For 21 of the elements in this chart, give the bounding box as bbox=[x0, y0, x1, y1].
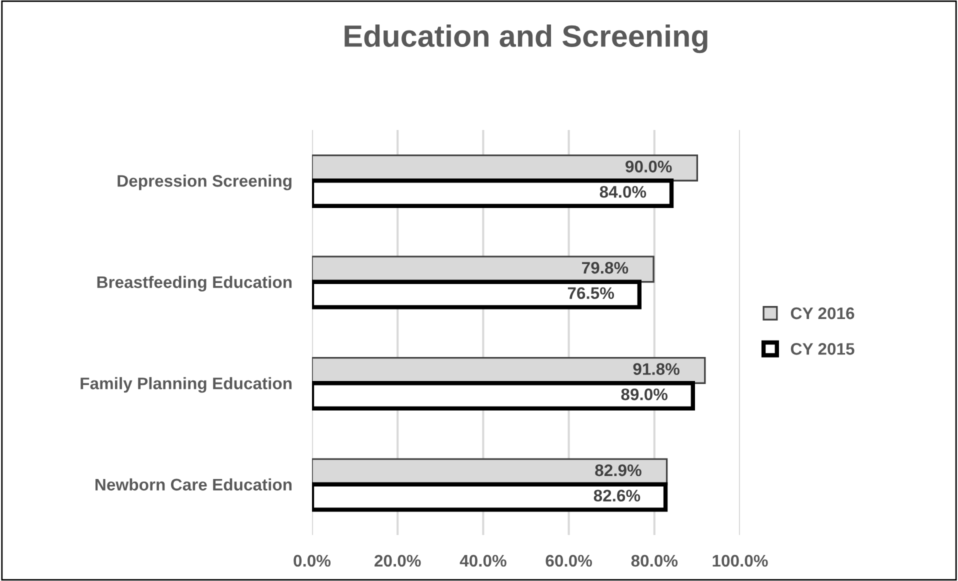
data-label: 84.0% bbox=[600, 186, 646, 198]
y-tick-label: Depression Screening bbox=[118, 174, 292, 190]
chart-title: Education and Screening bbox=[344, 24, 708, 54]
data-label: 79.8% bbox=[582, 262, 628, 274]
y-tick-label: Family Planning Education bbox=[80, 377, 292, 393]
x-tick-label: 100.0% bbox=[712, 554, 768, 567]
x-tick-label: 40.0% bbox=[460, 554, 506, 567]
x-tick-label: 60.0% bbox=[546, 554, 592, 567]
x-tick-label: 80.0% bbox=[631, 554, 678, 567]
data-label: 90.0% bbox=[626, 160, 672, 172]
x-tick-label: 0.0% bbox=[294, 554, 331, 567]
data-label: 89.0% bbox=[621, 388, 668, 400]
x-tick-label: 20.0% bbox=[374, 554, 421, 567]
data-label: 91.8% bbox=[633, 363, 680, 375]
data-label: 82.6% bbox=[594, 490, 640, 502]
y-tick-label: Newborn Care Education bbox=[96, 478, 292, 491]
data-label: 76.5% bbox=[568, 287, 614, 300]
legend-label: CY 2016 bbox=[790, 307, 854, 320]
legend-label: CY 2015 bbox=[790, 343, 854, 355]
y-tick-label: Breastfeeding Education bbox=[97, 276, 292, 292]
data-label: 82.9% bbox=[595, 464, 642, 476]
